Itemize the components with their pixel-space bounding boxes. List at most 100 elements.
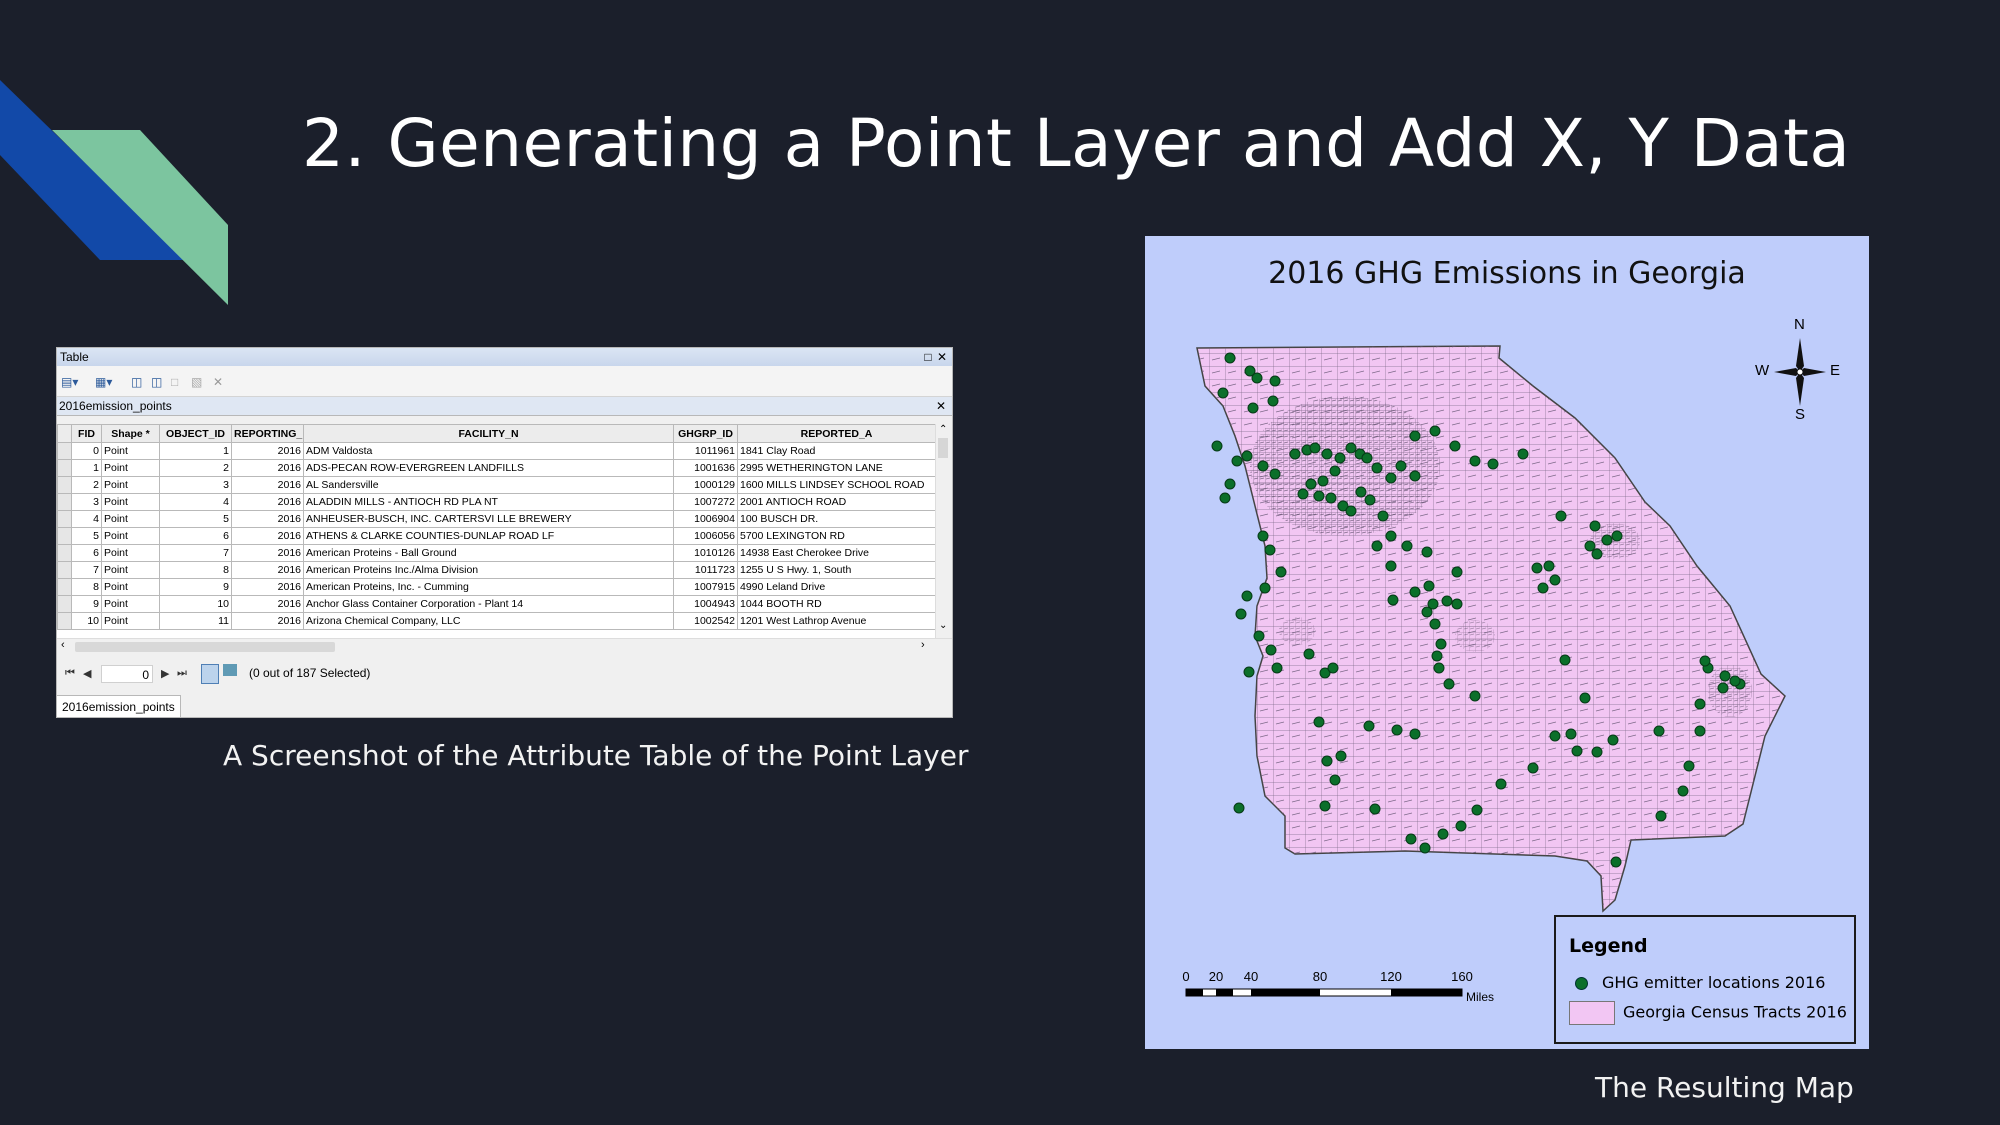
table-cell[interactable]: Point: [101, 527, 160, 545]
table-cell[interactable]: 9: [71, 595, 102, 613]
table-cell[interactable]: Point: [101, 578, 160, 596]
row-selector[interactable]: [57, 544, 72, 562]
table-cell[interactable]: 1011723: [673, 561, 738, 579]
table-row[interactable]: 7 Point 8 2016 American Proteins Inc./Alma D…: [57, 561, 935, 579]
table-cell[interactable]: Point: [101, 561, 160, 579]
last-record-icon[interactable]: ⏭: [177, 667, 187, 679]
table-cell[interactable]: Anchor Glass Container Corporation - Pla…: [303, 595, 674, 613]
table-cell[interactable]: 1044 BOOTH RD: [737, 595, 935, 613]
table-cell[interactable]: Point: [101, 442, 160, 460]
switch-selection-icon[interactable]: ◫: [151, 375, 163, 389]
table-cell[interactable]: ANHEUSER-BUSCH, INC. CARTERSVI LLE BREWE…: [303, 510, 674, 528]
table-cell[interactable]: 14938 East Cherokee Drive: [737, 544, 935, 562]
column-header[interactable]: GHGRP_ID: [673, 424, 738, 443]
table-cell[interactable]: 2001 ANTIOCH ROAD: [737, 493, 935, 511]
scroll-right-icon[interactable]: ›: [921, 639, 925, 651]
table-cell[interactable]: 1201 West Lathrop Avenue: [737, 612, 935, 630]
table-cell[interactable]: 1007915: [673, 578, 738, 596]
table-cell[interactable]: 11: [159, 612, 232, 630]
table-row[interactable]: 10 Point 11 2016 Arizona Chemical Company, L…: [57, 612, 935, 630]
row-selector[interactable]: [57, 493, 72, 511]
row-selector[interactable]: [57, 476, 72, 494]
column-header[interactable]: OBJECT_ID: [159, 424, 232, 443]
row-selector[interactable]: [57, 527, 72, 545]
copy-selected-icon[interactable]: ▧: [191, 375, 203, 389]
table-cell[interactable]: ADS-PECAN ROW-EVERGREEN LANDFILLS: [303, 459, 674, 477]
table-cell[interactable]: Arizona Chemical Company, LLC: [303, 612, 674, 630]
table-row[interactable]: 3 Point 4 2016 ALADDIN MILLS - ANTIOCH RD PL…: [57, 493, 935, 511]
table-cell[interactable]: 2016: [231, 493, 304, 511]
table-cell[interactable]: 1001636: [673, 459, 738, 477]
table-row[interactable]: 5 Point 6 2016 ATHENS & CLARKE COUNTIES-DUNL…: [57, 527, 935, 545]
table-cell[interactable]: 1007272: [673, 493, 738, 511]
maximize-icon[interactable]: □: [924, 350, 932, 364]
table-cell[interactable]: 1600 MILLS LINDSEY SCHOOL ROAD: [737, 476, 935, 494]
record-position-input[interactable]: 0: [101, 665, 153, 683]
table-cell[interactable]: ADM Valdosta: [303, 442, 674, 460]
table-cell[interactable]: 1006056: [673, 527, 738, 545]
first-record-icon[interactable]: ⏮: [65, 667, 75, 679]
close-icon[interactable]: ✕: [936, 350, 948, 364]
table-row[interactable]: 6 Point 7 2016 American Proteins - Ball Grou…: [57, 544, 935, 562]
table-cell[interactable]: 2016: [231, 612, 304, 630]
table-cell[interactable]: 2016: [231, 561, 304, 579]
table-cell[interactable]: 1: [71, 459, 102, 477]
previous-record-icon[interactable]: ◀: [83, 668, 92, 680]
next-record-icon[interactable]: ▶: [161, 668, 170, 680]
table-cell[interactable]: 0: [71, 442, 102, 460]
table-cell[interactable]: ATHENS & CLARKE COUNTIES-DUNLAP ROAD LF: [303, 527, 674, 545]
table-cell[interactable]: 6: [71, 544, 102, 562]
row-selector[interactable]: [57, 510, 72, 528]
horizontal-scrollbar[interactable]: ‹ ›: [57, 638, 952, 655]
table-row[interactable]: 4 Point 5 2016 ANHEUSER-BUSCH, INC. CARTERSV…: [57, 510, 935, 528]
table-cell[interactable]: Point: [101, 595, 160, 613]
table-cell[interactable]: 1011961: [673, 442, 738, 460]
row-selector[interactable]: [57, 612, 72, 630]
table-cell[interactable]: 2016: [231, 527, 304, 545]
table-cell[interactable]: 3: [159, 476, 232, 494]
row-selector[interactable]: [57, 459, 72, 477]
table-cell[interactable]: 2016: [231, 459, 304, 477]
scroll-down-icon[interactable]: ⌄: [939, 620, 948, 631]
column-header[interactable]: FACILITY_N: [303, 424, 674, 443]
table-cell[interactable]: Point: [101, 612, 160, 630]
table-cell[interactable]: 100 BUSCH DR.: [737, 510, 935, 528]
table-cell[interactable]: 8: [71, 578, 102, 596]
bottom-layer-tab[interactable]: 2016emission_points: [57, 695, 181, 717]
table-cell[interactable]: 5: [71, 527, 102, 545]
show-selected-records-icon[interactable]: [223, 664, 237, 676]
table-cell[interactable]: 10: [71, 612, 102, 630]
table-cell[interactable]: Point: [101, 476, 160, 494]
column-header[interactable]: FID: [71, 424, 102, 443]
table-cell[interactable]: 1255 U S Hwy. 1, South: [737, 561, 935, 579]
table-cell[interactable]: 2016: [231, 442, 304, 460]
row-selector[interactable]: [57, 578, 72, 596]
table-cell[interactable]: 2016: [231, 510, 304, 528]
table-cell[interactable]: Point: [101, 544, 160, 562]
table-cell[interactable]: 2: [159, 459, 232, 477]
table-cell[interactable]: 2: [71, 476, 102, 494]
clear-selection-icon[interactable]: □: [171, 375, 179, 389]
table-cell[interactable]: 4: [71, 510, 102, 528]
scroll-thumb[interactable]: [75, 642, 335, 652]
close-layer-icon[interactable]: ✕: [936, 399, 947, 413]
table-cell[interactable]: 5: [159, 510, 232, 528]
column-header[interactable]: REPORTING_: [231, 424, 304, 443]
table-cell[interactable]: 6: [159, 527, 232, 545]
scroll-left-icon[interactable]: ‹: [61, 639, 65, 651]
table-cell[interactable]: 1004943: [673, 595, 738, 613]
table-row[interactable]: 0 Point 1 2016 ADM Valdosta 1011961 1841 Clay …: [57, 442, 935, 460]
scroll-up-icon[interactable]: ⌃: [939, 424, 948, 435]
table-cell[interactable]: 7: [159, 544, 232, 562]
table-cell[interactable]: 2016: [231, 578, 304, 596]
table-cell[interactable]: 1002542: [673, 612, 738, 630]
table-cell[interactable]: 3: [71, 493, 102, 511]
table-cell[interactable]: American Proteins, Inc. - Cumming: [303, 578, 674, 596]
table-cell[interactable]: Point: [101, 493, 160, 511]
table-cell[interactable]: 2016: [231, 544, 304, 562]
table-row[interactable]: 9 Point 10 2016 Anchor Glass Container Corpo…: [57, 595, 935, 613]
row-selector[interactable]: [57, 561, 72, 579]
table-cell[interactable]: 7: [71, 561, 102, 579]
table-cell[interactable]: AL Sandersville: [303, 476, 674, 494]
table-cell[interactable]: American Proteins Inc./Alma Division: [303, 561, 674, 579]
